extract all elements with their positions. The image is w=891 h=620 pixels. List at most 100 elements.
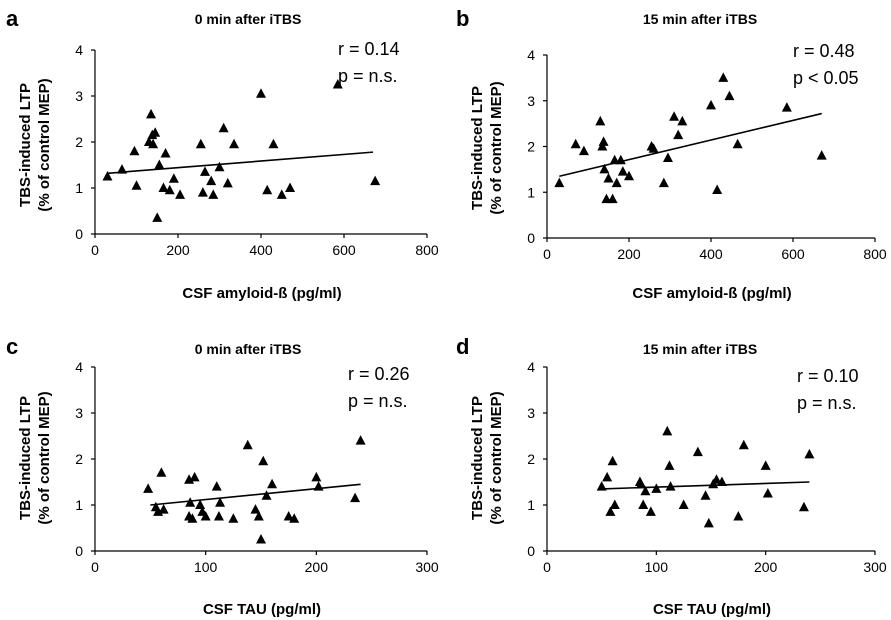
data-point (638, 499, 649, 509)
y-tick-label: 1 (527, 184, 535, 200)
panel-label-c: c (6, 334, 18, 359)
x-tick-label: 0 (91, 242, 99, 258)
y-axis-label: TBS-induced LTP (% of control MEP) (469, 391, 505, 524)
stat-r: r = 0.48 (793, 41, 855, 61)
data-point (143, 483, 154, 493)
y-axis-label-line2: (% of control MEP) (36, 391, 53, 524)
y-tick-label: 4 (527, 359, 535, 375)
data-point (677, 115, 688, 126)
data-point (712, 184, 723, 194)
data-point (195, 499, 206, 509)
data-point (554, 177, 565, 188)
y-tick-label: 2 (527, 139, 535, 155)
plot-area: 0 200 400 600 800 0 1 2 3 4 (75, 42, 439, 258)
data-point (268, 138, 279, 149)
x-tick-label: 200 (617, 246, 641, 262)
data-point (596, 481, 607, 491)
data-point (261, 490, 272, 500)
y-axis-label: TBS-induced LTP (% of control MEP) (469, 81, 505, 214)
data-point (168, 173, 179, 183)
data-point (131, 180, 142, 190)
data-point (624, 170, 634, 181)
data-point (578, 145, 589, 156)
x-tick-label: 100 (194, 559, 218, 575)
data-point (711, 474, 722, 484)
panel-d: d 15 min after iTBS r = 0.10 p = n.s. TB… (456, 334, 887, 618)
stat-r: r = 0.10 (797, 366, 859, 386)
data-point (289, 513, 300, 523)
data-point (599, 163, 610, 174)
data-point (164, 184, 175, 195)
y-tick-label: 2 (75, 451, 83, 467)
x-tick-label: 800 (863, 246, 887, 262)
y-tick-label: 0 (75, 543, 83, 559)
data-point (242, 439, 253, 450)
y-tick-label: 1 (527, 497, 535, 513)
data-point (603, 173, 614, 183)
data-point (651, 483, 662, 493)
data-point (609, 499, 620, 509)
panel-title: 0 min after iTBS (195, 11, 302, 27)
plot-area: 0 200 400 600 800 0 1 2 3 4 (527, 47, 887, 262)
data-point (607, 193, 618, 204)
x-tick-label: 100 (645, 559, 669, 575)
data-point (804, 448, 815, 459)
data-point (816, 150, 827, 160)
panel-c: c 0 min after iTBS r = 0.26 p = n.s. TBS… (6, 334, 439, 618)
y-tick-label: 1 (75, 497, 83, 513)
x-tick-label: 800 (415, 242, 439, 258)
data-point (781, 102, 792, 112)
y-axis-label-line1: TBS-induced LTP (17, 83, 34, 207)
x-tick-label: 200 (754, 559, 778, 575)
y-tick-label: 3 (527, 405, 535, 421)
x-axis-label: CSF amyloid-ß (pg/ml) (182, 285, 341, 302)
data-point (732, 138, 743, 149)
data-point (150, 127, 161, 137)
data-point (716, 476, 727, 486)
data-point (211, 481, 222, 491)
x-tick-label: 300 (415, 559, 439, 575)
data-point (116, 164, 127, 174)
x-axis-label: CSF amyloid-ß (pg/ml) (632, 285, 791, 302)
data-point (152, 212, 163, 222)
x-axis-label: CSF TAU (pg/ml) (203, 601, 321, 618)
data-point (658, 177, 669, 188)
data-point (222, 177, 233, 188)
data-point (648, 143, 659, 153)
panel-a: a 0 min after iTBS r = 0.14 p = n.s. TBS… (6, 6, 439, 302)
data-point (760, 460, 771, 470)
y-tick-label: 2 (527, 451, 535, 467)
data-point (262, 184, 273, 195)
data-point (158, 504, 169, 514)
data-point (595, 115, 606, 126)
stat-p: p = n.s. (338, 66, 398, 86)
data-point (154, 159, 165, 169)
data-point (258, 455, 269, 466)
data-point (213, 511, 224, 521)
data-point (311, 471, 322, 482)
data-point (276, 189, 287, 199)
plot-area: 0 100 200 300 0 1 2 3 4 (527, 359, 887, 575)
data-point (700, 490, 711, 500)
data-point (570, 138, 581, 149)
x-tick-label: 0 (543, 559, 551, 575)
data-point (189, 471, 200, 482)
data-point (215, 497, 226, 507)
data-point (175, 189, 186, 199)
data-point (738, 439, 749, 450)
data-point (636, 478, 647, 489)
data-point (256, 88, 266, 98)
data-point (200, 511, 211, 521)
y-tick-label: 4 (75, 42, 83, 58)
panel-title: 15 min after iTBS (643, 341, 757, 357)
data-point (615, 154, 626, 165)
x-tick-label: 400 (699, 246, 723, 262)
data-point (665, 481, 676, 491)
data-point (706, 99, 716, 110)
stat-r: r = 0.26 (348, 364, 410, 384)
y-axis-label-line1: TBS-induced LTP (469, 396, 486, 520)
data-point (156, 467, 167, 477)
panel-label-b: b (456, 6, 469, 31)
data-point (673, 129, 684, 140)
